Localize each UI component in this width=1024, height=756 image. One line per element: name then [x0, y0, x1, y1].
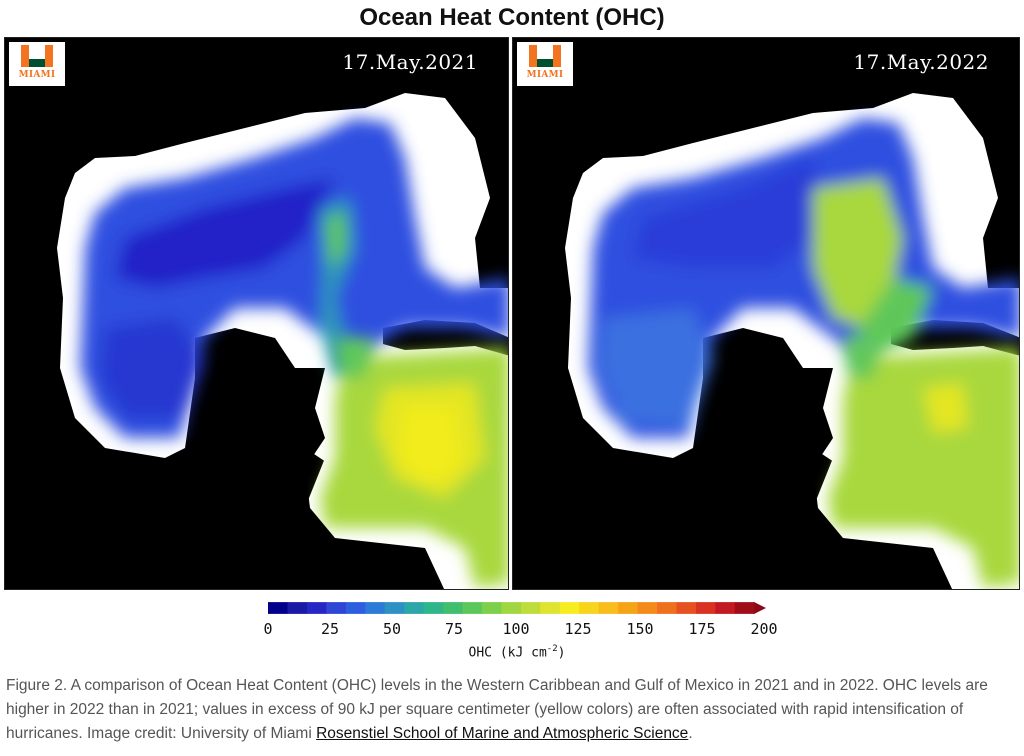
- colorbar-segment: [384, 602, 405, 614]
- colorbar-segment: [345, 602, 366, 614]
- colorbar-segment: [695, 602, 716, 614]
- colorbar-segment: [715, 602, 736, 614]
- u-logo-icon: [21, 45, 53, 67]
- colorbar-segment: [734, 602, 755, 614]
- ohc-map-2021: MIAMI 17.May.2021: [4, 37, 509, 590]
- colorbar-tick-label: 200: [750, 620, 778, 638]
- colorbar-segment: [598, 602, 619, 614]
- colorbar-tick-label: 75: [444, 620, 464, 638]
- colorbar-segment: [618, 602, 639, 614]
- colorbar-label-end: ): [557, 645, 566, 661]
- colorbar-segment: [501, 602, 522, 614]
- colorbar-segment: [579, 602, 600, 614]
- colorbar: [268, 602, 767, 614]
- colorbar-label: OHC (kJ cm-2): [0, 644, 1024, 660]
- ohc-map-2021-graphic: [5, 38, 508, 589]
- figure-caption: Figure 2. A comparison of Ocean Heat Con…: [6, 674, 1018, 746]
- colorbar-segment: [657, 602, 677, 614]
- colorbar-segment: [268, 602, 288, 614]
- caption-text: Figure 2. A comparison of Ocean Heat Con…: [6, 677, 988, 742]
- university-logo: MIAMI: [517, 42, 573, 86]
- logo-text: MIAMI: [18, 70, 56, 80]
- colorbar-segment: [676, 602, 697, 614]
- colorbar-segment: [326, 602, 347, 614]
- colorbar-tick-label: 25: [320, 620, 340, 638]
- colorbar-arrow: [754, 602, 767, 614]
- colorbar-label-exponent: -2: [546, 644, 558, 654]
- colorbar-segment: [404, 602, 425, 614]
- colorbar-tick-label: 100: [502, 620, 530, 638]
- map-date: 17.May.2022: [853, 50, 989, 74]
- caption-end: .: [688, 725, 693, 742]
- colorbar-segment: [520, 602, 541, 614]
- ohc-map-2022: MIAMI 17.May.2022: [512, 37, 1020, 590]
- colorbar-segment: [540, 602, 561, 614]
- colorbar-tick-label: 150: [626, 620, 654, 638]
- colorbar-segment: [287, 602, 308, 614]
- university-logo: MIAMI: [9, 42, 65, 86]
- ohc-map-2022-graphic: [513, 38, 1019, 589]
- colorbar-label-base: OHC (kJ cm: [468, 645, 547, 661]
- colorbar-segment: [462, 602, 483, 614]
- colorbar-segment: [637, 602, 658, 614]
- logo-text: MIAMI: [526, 70, 564, 80]
- figure-title: Ocean Heat Content (OHC): [359, 4, 665, 31]
- colorbar-tick-label: 0: [263, 620, 273, 638]
- colorbar-tick-label: 50: [382, 620, 402, 638]
- colorbar-tick-label: 125: [564, 620, 592, 638]
- colorbar-segment: [306, 602, 327, 614]
- colorbar-segment: [559, 602, 580, 614]
- colorbar-segment: [481, 602, 502, 614]
- rosenstiel-link[interactable]: Rosenstiel School of Marine and Atmosphe…: [316, 725, 689, 742]
- colorbar-segment: [423, 602, 444, 614]
- map-date: 17.May.2021: [342, 50, 478, 74]
- u-logo-icon: [529, 45, 561, 67]
- colorbar-segment: [443, 602, 463, 614]
- colorbar-segment: [365, 602, 386, 614]
- colorbar-tick-label: 175: [688, 620, 716, 638]
